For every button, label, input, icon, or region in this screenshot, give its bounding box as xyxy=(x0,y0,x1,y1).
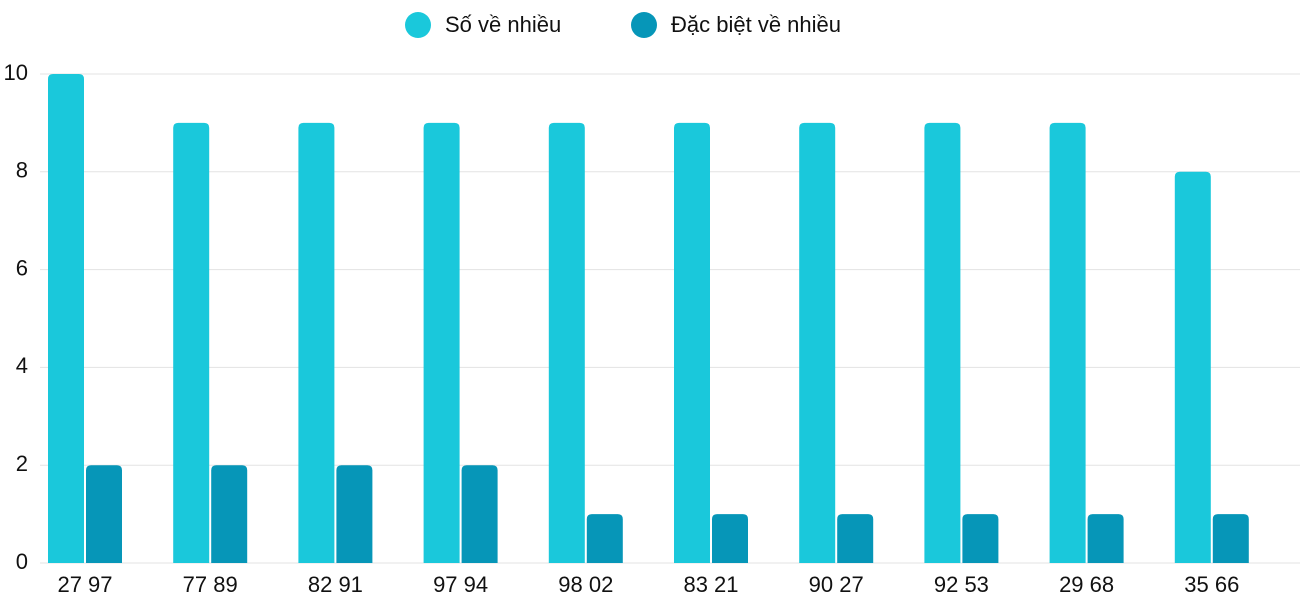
bar xyxy=(173,122,210,564)
bar xyxy=(298,122,335,564)
x-tick-label: 77 89 xyxy=(183,572,238,597)
bar xyxy=(837,514,874,563)
y-tick-label: 2 xyxy=(16,451,28,476)
y-tick-label: 6 xyxy=(16,255,28,280)
x-tick-label: 82 91 xyxy=(308,572,363,597)
x-tick-label: 27 97 xyxy=(57,572,112,597)
x-tick-label: 90 27 xyxy=(809,572,864,597)
bar xyxy=(799,122,836,564)
bar xyxy=(48,74,84,563)
bar xyxy=(86,465,122,563)
bar xyxy=(336,465,373,563)
legend-label: Đặc biệt về nhiều xyxy=(671,12,841,37)
x-tick-label: 98 02 xyxy=(558,572,613,597)
bar xyxy=(586,514,623,563)
legend-marker xyxy=(631,12,657,38)
bar xyxy=(461,465,498,563)
bar xyxy=(1087,514,1124,563)
bar xyxy=(1049,122,1086,564)
bar xyxy=(1212,514,1249,563)
x-tick-label: 35 66 xyxy=(1184,572,1239,597)
x-tick-label: 92 53 xyxy=(934,572,989,597)
legend-label: Số về nhiều xyxy=(445,12,561,37)
bar xyxy=(211,465,248,563)
bar xyxy=(924,122,961,564)
x-tick-label: 29 68 xyxy=(1059,572,1114,597)
bar xyxy=(423,122,460,564)
y-tick-label: 10 xyxy=(4,60,28,85)
bar xyxy=(962,514,999,563)
bar xyxy=(548,122,585,564)
bar xyxy=(1174,171,1211,564)
x-tick-label: 97 94 xyxy=(433,572,488,597)
y-tick-label: 8 xyxy=(16,158,28,183)
bar xyxy=(712,514,748,563)
y-tick-label: 4 xyxy=(16,353,28,378)
y-tick-label: 0 xyxy=(16,549,28,574)
x-tick-label: 83 21 xyxy=(683,572,738,597)
bar xyxy=(674,122,710,564)
legend-marker xyxy=(405,12,431,38)
